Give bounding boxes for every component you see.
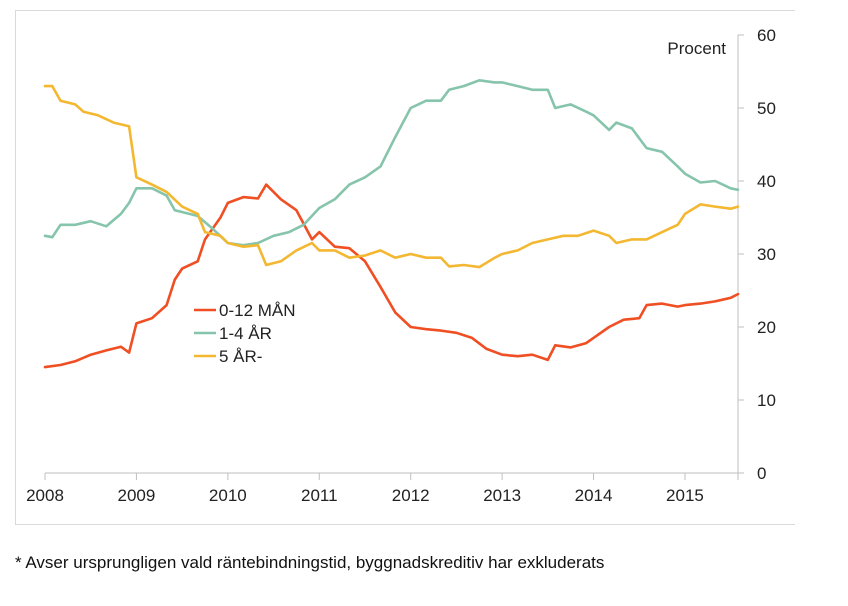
y-tick-label: 50 [757,99,776,118]
series-layer [43,79,740,369]
footnote: * Avser ursprungligen vald räntebindning… [15,553,605,572]
unit-label: Procent [667,39,726,58]
y-tick-label: 20 [757,318,776,337]
x-tick-label: 2014 [575,486,613,505]
series-line-0 [43,183,740,369]
axes: 0 10 20 30 40 50 60 2008 2009 2010 2011 2012 2013 201… [26,26,776,505]
line-chart: 0 10 20 30 40 50 60 2008 2009 2010 2011 2012 2013 201… [26,26,776,505]
x-tick-label: 2012 [392,486,430,505]
x-tick-label: 2013 [483,486,521,505]
series-line-2 [43,84,740,269]
x-tick-label: 2010 [209,486,247,505]
y-tick-label: 60 [757,26,776,45]
y-tick-label: 0 [757,464,766,483]
y-tick-label: 10 [757,391,776,410]
x-tick-label: 2008 [26,486,64,505]
x-tick-label: 2015 [666,486,704,505]
y-tick-label: 40 [757,172,776,191]
legend-label-2: 5 ÅR- [219,347,262,366]
series-line-1 [43,79,740,247]
x-tick-label: 2011 [301,486,338,505]
chart-frame: 0 10 20 30 40 50 60 2008 2009 2010 2011 2012 2013 201… [15,10,795,525]
y-tick-label: 30 [757,245,776,264]
legend: 0-12 MÅN 1-4 ÅR 5 ÅR- [194,301,296,366]
legend-label-1: 1-4 ÅR [219,324,272,343]
x-tick-label: 2009 [118,486,156,505]
legend-label-0: 0-12 MÅN [219,301,296,320]
